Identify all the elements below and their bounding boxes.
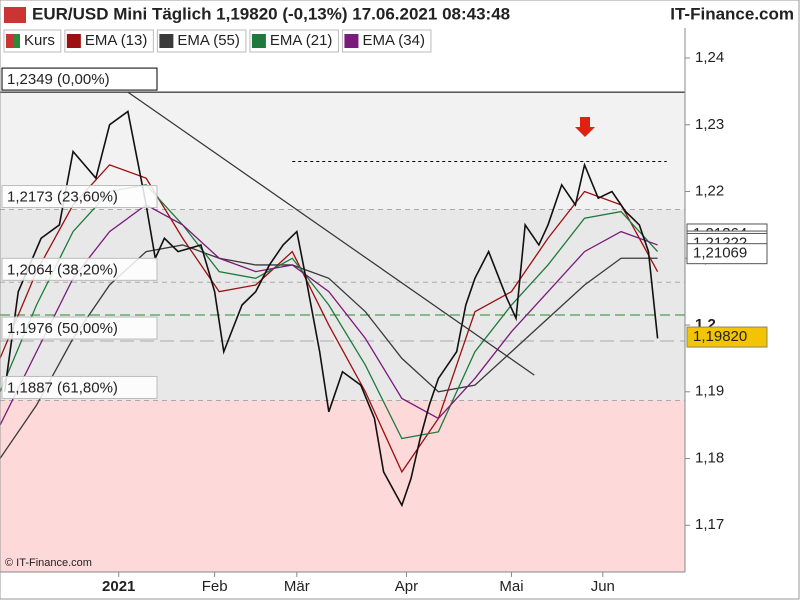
footer: © IT-Finance.com xyxy=(5,557,92,569)
legend-label: EMA (21) xyxy=(270,32,333,49)
legend-swatch xyxy=(344,34,359,48)
legend-item: Kurs xyxy=(3,29,62,53)
x-tick-label: Mai xyxy=(499,578,523,595)
y-tick-label: 1,23 xyxy=(695,116,724,133)
y-tick-label: 1,24 xyxy=(695,49,724,66)
fib-band xyxy=(0,400,685,572)
legend-label: EMA (13) xyxy=(85,32,148,49)
price-line xyxy=(3,110,659,508)
legend-box xyxy=(156,29,247,53)
last-price: 1,19820 xyxy=(693,328,747,345)
legend-item: EMA (21) xyxy=(249,29,339,53)
ema-line xyxy=(0,164,659,474)
legend-swatch xyxy=(6,34,13,48)
trendline xyxy=(127,91,535,376)
fib-label-box xyxy=(1,316,158,340)
fib-label-box xyxy=(1,375,158,399)
price-label: 1,21069 xyxy=(693,245,747,262)
price-label-box xyxy=(686,243,768,265)
legend-label: EMA (55) xyxy=(177,32,240,49)
x-tick-label: Jun xyxy=(591,578,615,595)
legend-item: EMA (55) xyxy=(156,29,247,53)
fib-label: 1,2173 (23,60%) xyxy=(1,185,158,209)
fib-label: 1,1976 (50,00%) xyxy=(1,316,158,340)
fib-label-text: 1,2173 (23,60%) xyxy=(7,189,118,206)
x-tick-label: Apr xyxy=(395,578,418,595)
legend-box xyxy=(64,29,154,53)
legend-swatch xyxy=(159,34,174,48)
fib-label-text: 1,2064 (38,20%) xyxy=(7,261,118,278)
x-tick-label: Mär xyxy=(284,578,310,595)
logo xyxy=(4,7,26,23)
fib-label: 1,2349 (0,00%) xyxy=(1,67,158,91)
ema-line xyxy=(0,244,658,459)
title: EUR/USD Mini Täglich 1,19820 (-0,13%) 17… xyxy=(32,4,510,23)
arrow xyxy=(575,117,595,137)
y-tick-label: 1,22 xyxy=(695,183,724,200)
x-tick-label: Feb xyxy=(202,578,228,595)
fib-label: 1,1887 (61,80%) xyxy=(1,375,158,399)
brand: IT-Finance.com xyxy=(670,4,794,23)
legend-item: EMA (34) xyxy=(341,29,432,53)
legend-label: Kurs xyxy=(24,32,55,49)
y-tick-label: 1,17 xyxy=(695,516,724,533)
fib-label: 1,2064 (38,20%) xyxy=(1,257,158,281)
legend-swatch xyxy=(66,34,81,48)
fib-label-text: 1,1976 (50,00%) xyxy=(7,320,118,337)
legend-label: EMA (34) xyxy=(362,32,425,49)
legend-swatch xyxy=(251,34,266,48)
fib-label-box xyxy=(1,67,158,91)
legend-item: EMA (13) xyxy=(64,29,154,53)
fib-label-text: 1,2349 (0,00%) xyxy=(7,71,110,88)
legend-box xyxy=(3,29,62,53)
x-tick-label: 2021 xyxy=(102,578,135,595)
ema-line xyxy=(0,204,658,426)
fib-label-text: 1,1887 (61,80%) xyxy=(7,379,118,396)
fib-label-box xyxy=(1,185,158,209)
legend-box xyxy=(341,29,432,53)
y-tick-label: 1,19 xyxy=(695,383,724,400)
plot-area: 1,2349 (0,00%) 1,2173 (23,60%) 1,2064 (38,… xyxy=(0,67,685,572)
legend-swatch xyxy=(13,34,20,48)
y-tick-label: 1,18 xyxy=(695,449,724,466)
last-price-box xyxy=(686,326,768,348)
fib-label-box xyxy=(1,257,158,281)
legend-box xyxy=(249,29,339,53)
